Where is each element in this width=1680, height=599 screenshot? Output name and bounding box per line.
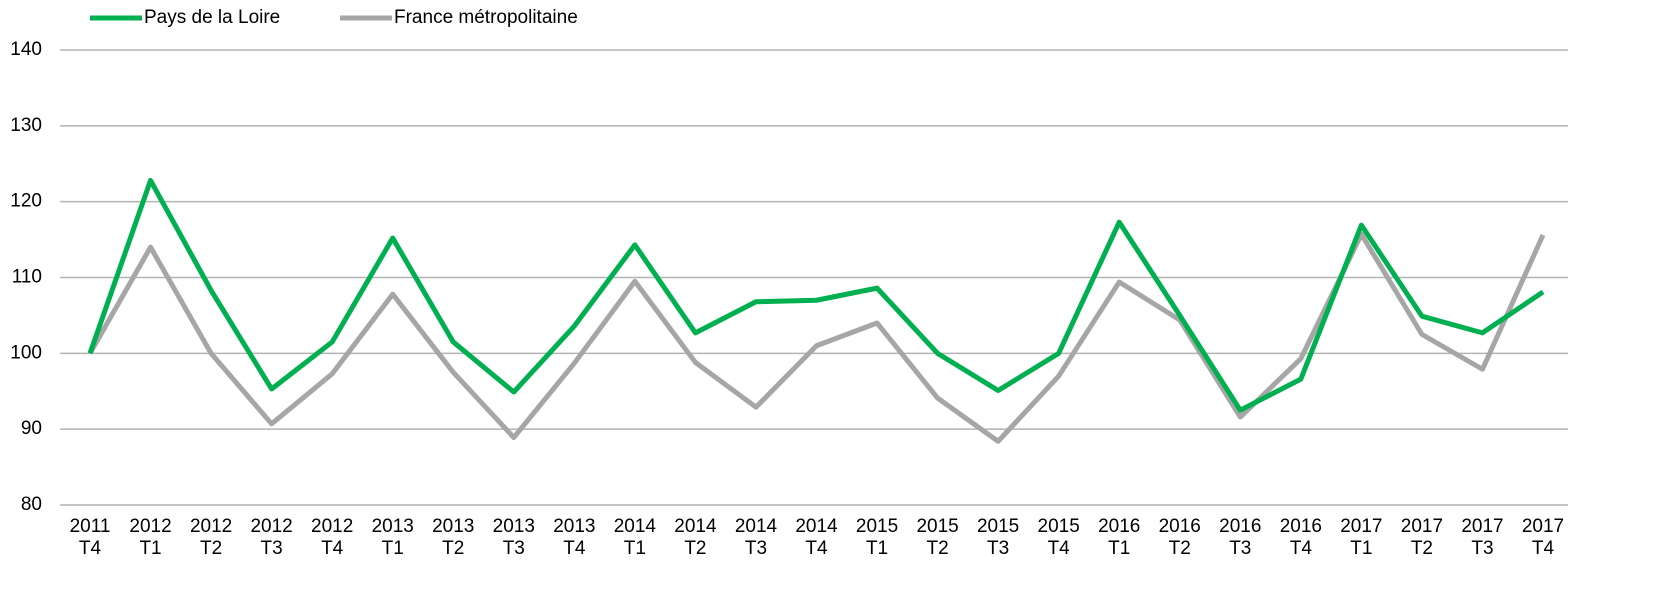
x-tick-label: 2017 T2 (1400, 516, 1444, 559)
x-tick-label: 2011 T4 (69, 516, 111, 559)
x-tick-label: 2012 T1 (129, 516, 172, 559)
x-tick-label: 2013 T4 (553, 516, 596, 559)
y-tick-label: 80 (21, 494, 42, 515)
x-tick-label: 2017 T1 (1340, 516, 1383, 559)
x-tick-label: 2017 T4 (1521, 516, 1565, 559)
x-tick-label: 2012 T2 (189, 516, 233, 559)
legend-label: France métropolitaine (394, 7, 578, 28)
x-tick-label: 2013 T1 (371, 516, 414, 559)
x-tick-label: 2015 T1 (855, 516, 899, 559)
y-tick-label: 90 (21, 418, 42, 439)
x-tick-label: 2014 T3 (734, 516, 778, 559)
x-tick-label: 2015 T2 (916, 516, 959, 559)
x-tick-label: 2013 T3 (492, 516, 535, 559)
series-line (87, 177, 1545, 413)
x-tick-label: 2012 T3 (250, 516, 293, 559)
x-tick-label: 2012 T4 (311, 516, 354, 559)
x-tick-label: 2015 T3 (976, 516, 1020, 559)
y-tick-label: 110 (12, 267, 42, 288)
x-tick-label: 2014 T1 (613, 516, 657, 559)
x-tick-label: 2017 T3 (1461, 516, 1504, 559)
y-tick-label: 140 (10, 39, 42, 60)
y-tick-label: 100 (10, 342, 42, 363)
x-tick-label: 2014 T2 (674, 516, 717, 559)
x-tick-label: 2016 T2 (1158, 516, 1201, 559)
series-line (87, 231, 1546, 444)
y-tick-label: 120 (10, 191, 42, 212)
x-tick-label: 2014 T4 (795, 516, 838, 559)
y-tick-label: 130 (10, 115, 42, 136)
x-tick-label: 2016 T1 (1098, 516, 1141, 559)
legend-label: Pays de la Loire (144, 7, 280, 28)
x-tick-label: 2013 T2 (432, 516, 475, 559)
x-tick-label: 2016 T3 (1219, 516, 1262, 559)
x-tick-label: 2016 T4 (1279, 516, 1322, 559)
x-tick-label: 2015 T4 (1037, 516, 1080, 559)
